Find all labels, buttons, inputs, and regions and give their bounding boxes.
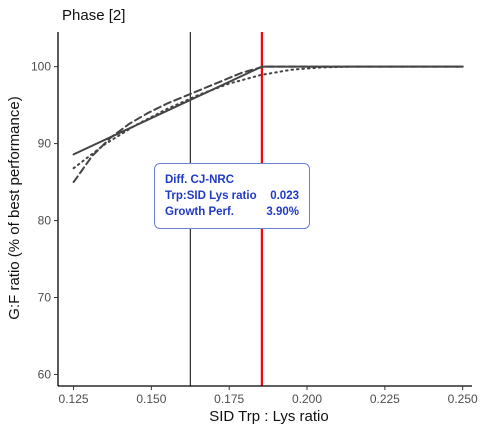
phase-title: Phase [2] [62, 7, 126, 24]
series-dashed-line [72, 65, 464, 184]
x-tick-label: 0.125 [59, 392, 89, 406]
x-axis-label: SID Trp : Lys ratio [209, 408, 328, 425]
y-tick-label: 80 [38, 214, 52, 228]
y-tick-label: 70 [38, 291, 52, 305]
x-tick-label: 0.200 [292, 392, 322, 406]
x-tick-label: 0.250 [448, 392, 478, 406]
y-tick-label: 100 [31, 60, 51, 74]
annotation-row-growth: Growth Perf. 3.90% [165, 204, 299, 220]
x-tick-label: 0.225 [370, 392, 400, 406]
series-solid-line [72, 65, 464, 156]
annotation-value: 0.023 [270, 190, 299, 202]
x-tick-label: 0.150 [136, 392, 166, 406]
annotation-label: Growth Perf. [165, 206, 235, 218]
annotation-row-ratio: Trp:SID Lys ratio 0.023 [165, 188, 299, 204]
x-tick-label: 0.175 [214, 392, 244, 406]
y-axis-label: G:F ratio (% of best performance) [6, 96, 23, 319]
y-tick-label: 60 [38, 367, 52, 381]
annotation-value: 3.90% [266, 206, 299, 218]
y-tick-label: 90 [38, 137, 52, 151]
annotation-heading: Diff. CJ-NRC [165, 174, 234, 186]
series-dotted-line [72, 65, 464, 170]
annotation-label: Trp:SID Lys ratio [165, 190, 257, 202]
difference-annotation-box: Diff. CJ-NRC Trp:SID Lys ratio 0.023 Gro… [154, 163, 310, 229]
